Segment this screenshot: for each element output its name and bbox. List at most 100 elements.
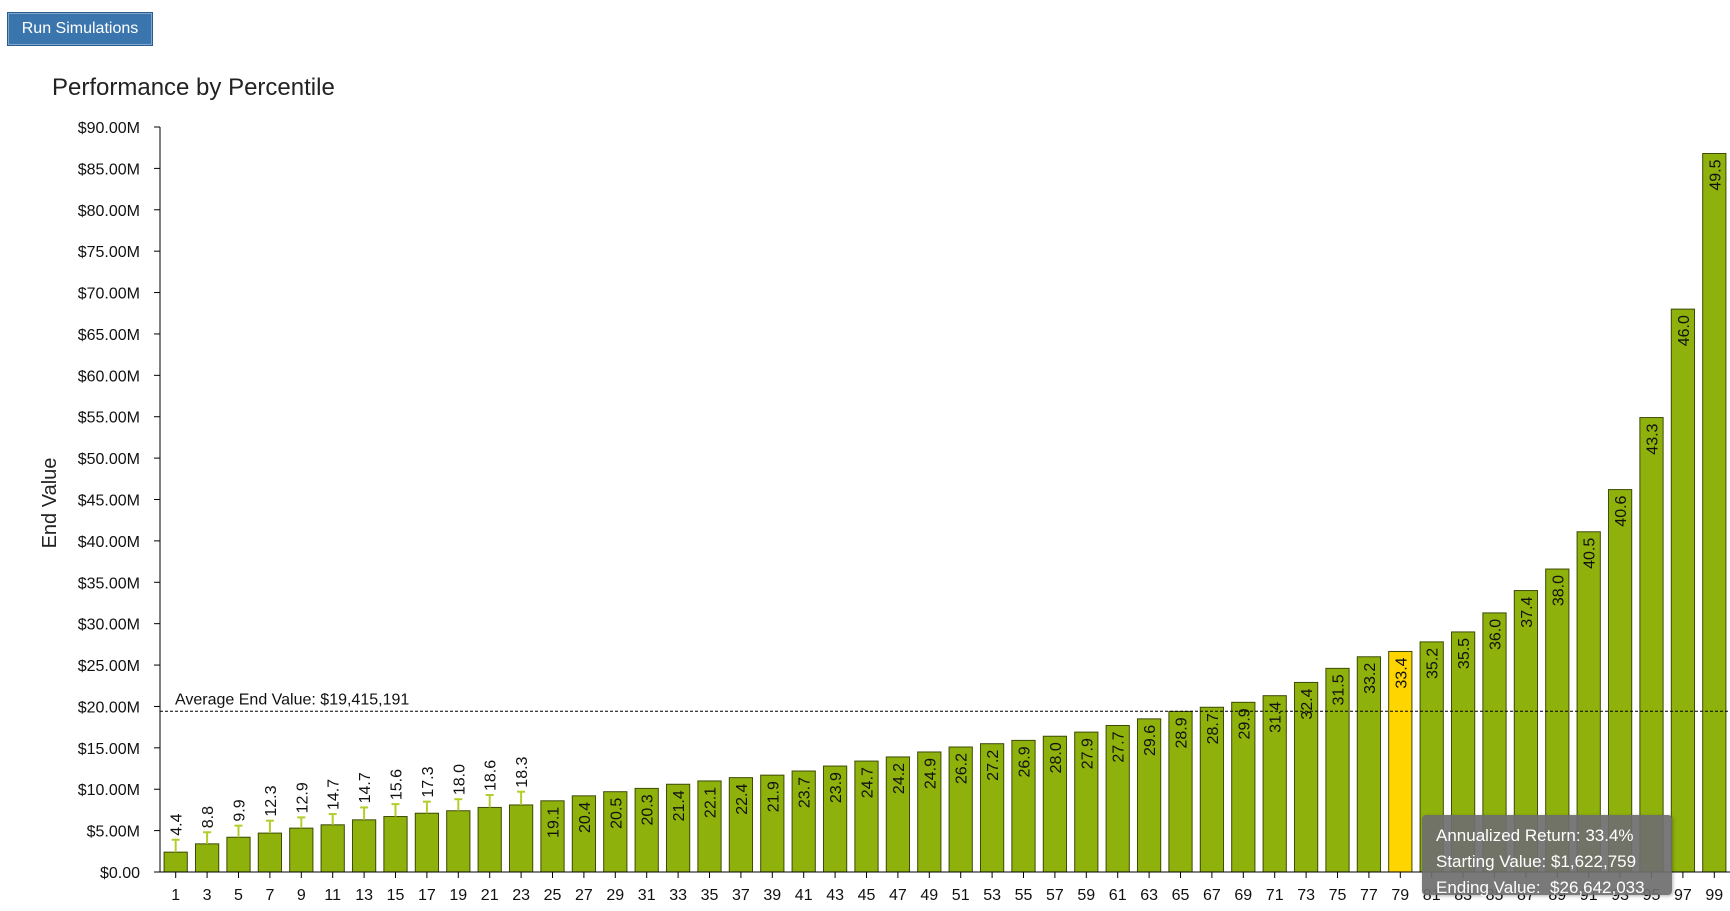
bar-return-label: 40.5	[1582, 538, 1599, 569]
y-tick-label: $80.00M	[78, 203, 140, 220]
bar-percentile-3[interactable]	[194, 843, 220, 873]
bar-return-label: 14.7	[357, 772, 374, 803]
bar-return-label: 18.0	[451, 764, 468, 795]
bar-percentile-9[interactable]	[289, 827, 314, 873]
bar-return-label: 33.2	[1362, 663, 1379, 694]
bar-return-label: 20.5	[608, 798, 625, 829]
bar-return-label: 26.2	[954, 753, 971, 784]
x-tick-label: 35	[701, 887, 719, 904]
average-line-label: Average End Value: $19,415,191	[175, 691, 409, 708]
bar-return-label: 12.3	[263, 785, 280, 816]
bar-return-label: 40.6	[1613, 495, 1630, 526]
tooltip-ending-value: Ending Value: $26,642,033	[1436, 878, 1645, 897]
bar-return-label: 24.7	[860, 767, 877, 798]
x-tick-label: 25	[544, 887, 562, 904]
y-tick-label: $70.00M	[78, 286, 140, 303]
x-tick-label: 45	[858, 887, 876, 904]
y-tick-label: $20.00M	[78, 699, 140, 716]
bar-return-label: 18.6	[483, 760, 500, 791]
x-tick-label: 17	[418, 887, 436, 904]
bar-return-label: 28.9	[1174, 717, 1191, 748]
bar-percentile-99[interactable]	[1702, 152, 1727, 873]
x-tick-label: 21	[481, 887, 499, 904]
y-tick-label: $40.00M	[78, 534, 140, 551]
bar-percentile-95[interactable]	[1639, 417, 1664, 873]
x-tick-label: 33	[669, 887, 687, 904]
bar-return-label: 35.2	[1425, 648, 1442, 679]
x-tick-label: 43	[826, 887, 844, 904]
x-tick-label: 27	[575, 887, 593, 904]
x-tick-label: 73	[1297, 887, 1315, 904]
x-tick-label: 97	[1674, 887, 1692, 904]
bar-return-label: 26.9	[1017, 746, 1034, 777]
y-axis: $0.00 $5.00M $10.00M $15.00M $20.00M $25.00M $…	[78, 120, 161, 882]
bar-percentile-1[interactable]	[163, 851, 188, 873]
x-tick-label: 9	[297, 887, 306, 904]
x-tick-label: 59	[1077, 887, 1095, 904]
x-tick-label: 55	[1015, 887, 1033, 904]
tooltip-starting-value: Starting Value: $1,622,759	[1436, 852, 1637, 871]
bar-percentile-13[interactable]	[351, 819, 377, 873]
x-tick-label: 47	[889, 887, 907, 904]
y-tick-label: $25.00M	[78, 658, 140, 675]
run-simulations-button[interactable]: Run Simulations	[7, 12, 153, 46]
x-tick-label: 51	[952, 887, 970, 904]
bar-return-label: 9.9	[232, 799, 249, 821]
bar-return-label: 12.9	[294, 782, 311, 813]
bar-return-label: 21.4	[671, 790, 688, 821]
x-tick-label: 29	[606, 887, 624, 904]
bar-return-label: 15.6	[389, 769, 406, 800]
x-tick-label: 5	[234, 887, 243, 904]
bar-return-label: 43.3	[1645, 423, 1662, 454]
tooltip-annualized-return: Annualized Return: 33.4%	[1436, 826, 1634, 845]
bar-percentile-97[interactable]	[1670, 308, 1696, 873]
bar-percentile-19[interactable]	[446, 810, 471, 873]
bar-return-label: 4.4	[169, 813, 186, 835]
bar-return-label: 28.7	[1205, 713, 1222, 744]
y-tick-label: $30.00M	[78, 617, 140, 634]
bar-percentile-21[interactable]	[477, 806, 502, 873]
x-tick-label: 75	[1329, 887, 1347, 904]
bar-tooltip: Annualized Return: 33.4% Starting Value:…	[1422, 815, 1672, 897]
bar-return-label: 21.9	[765, 781, 782, 812]
x-tick-label: 3	[203, 887, 212, 904]
x-tick-label: 13	[355, 887, 373, 904]
x-tick-label: 57	[1046, 887, 1064, 904]
x-tick-label: 69	[1234, 887, 1252, 904]
x-tick-label: 67	[1203, 887, 1221, 904]
x-tick-label: 61	[1109, 887, 1127, 904]
bar-percentile-7[interactable]	[257, 832, 283, 873]
x-tick-label: 19	[449, 887, 467, 904]
x-tick-label: 15	[387, 887, 405, 904]
x-tick-label: 79	[1391, 887, 1409, 904]
bar-return-label: 31.5	[1331, 674, 1348, 705]
bar-return-label: 49.5	[1707, 159, 1724, 190]
bar-return-label: 38.0	[1550, 575, 1567, 606]
y-tick-label: $5.00M	[87, 824, 140, 841]
y-tick-label: $10.00M	[78, 782, 140, 799]
bar-return-label: 37.4	[1519, 596, 1536, 627]
bar-return-label: 23.7	[797, 777, 814, 808]
bar-return-label: 18.3	[514, 756, 531, 787]
x-tick-label: 65	[1172, 887, 1190, 904]
y-axis-label: End Value	[39, 458, 61, 549]
bar-percentile-15[interactable]	[383, 816, 408, 873]
bar-percentile-5[interactable]	[226, 836, 251, 873]
x-tick-label: 49	[920, 887, 938, 904]
bar-return-label: 31.4	[1268, 702, 1285, 733]
x-tick-label: 31	[638, 887, 656, 904]
x-tick-label: 39	[763, 887, 781, 904]
y-tick-label: $90.00M	[78, 120, 140, 137]
bar-return-label: 36.0	[1488, 619, 1505, 650]
y-tick-label: $55.00M	[78, 410, 140, 427]
bar-percentile-11[interactable]	[320, 824, 345, 873]
average-line-group: Average End Value: $19,415,191	[160, 691, 1730, 712]
bar-percentile-17[interactable]	[414, 812, 440, 873]
x-tick-label: 71	[1266, 887, 1284, 904]
x-tick-label: 23	[512, 887, 530, 904]
bar-return-label: 24.2	[891, 763, 908, 794]
bar-return-label: 29.6	[1142, 725, 1159, 756]
y-tick-label: $85.00M	[78, 161, 140, 178]
bar-percentile-23[interactable]	[508, 804, 534, 873]
